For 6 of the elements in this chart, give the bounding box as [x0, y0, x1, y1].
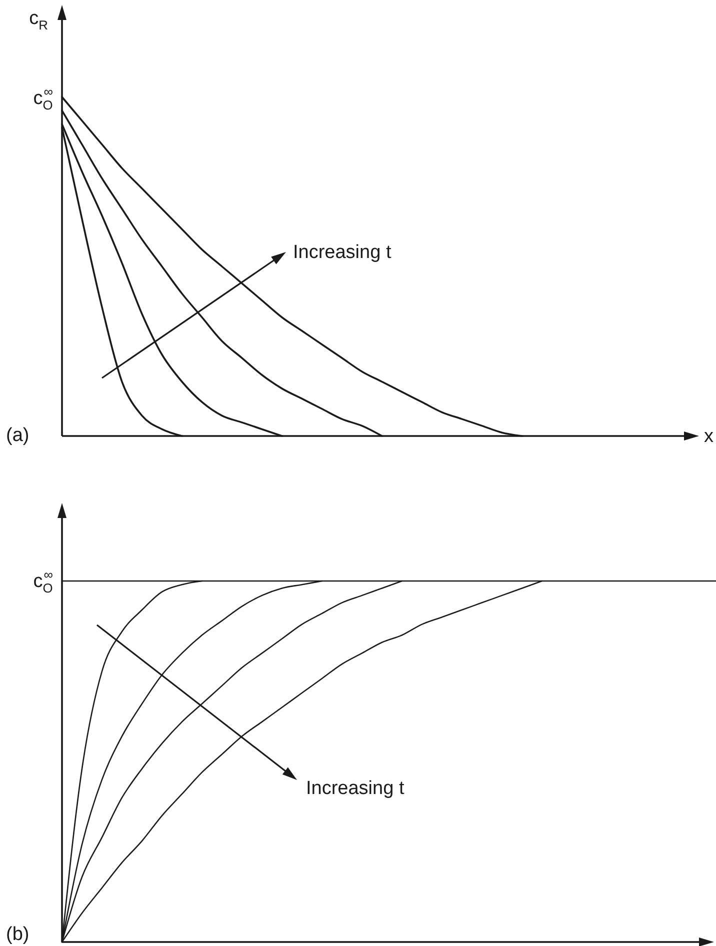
annotation: Increasing t — [306, 778, 405, 799]
text: (a) — [6, 425, 30, 446]
text: (b) — [6, 924, 30, 945]
x-axis-title: x — [704, 426, 714, 447]
annotation: Increasing t — [293, 242, 392, 263]
y-axis-title: c$_{R}$ — [29, 8, 48, 32]
